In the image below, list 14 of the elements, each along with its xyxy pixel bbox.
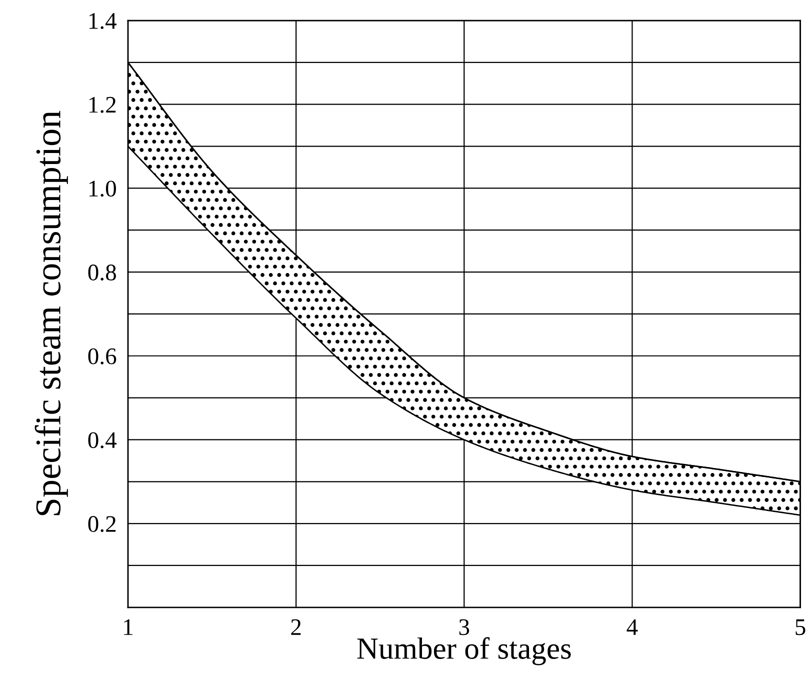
y-tick-label: 0.4 <box>88 432 116 448</box>
y-tick-label: 1.2 <box>89 96 116 113</box>
y-tick-label: 0.8 <box>88 264 116 281</box>
y-tick-label: 0.2 <box>88 516 116 532</box>
x-tick-label: 3 <box>459 619 470 636</box>
y-tick-label: 0.6 <box>88 348 116 364</box>
y-tick-label: 1.0 <box>89 180 116 197</box>
x-tick-label: 1 <box>124 619 132 635</box>
x-axis-title: Number of stages <box>357 637 571 666</box>
y-tick-label: 1.4 <box>89 13 116 30</box>
x-tick-label: 4 <box>626 619 638 635</box>
y-axis-title: Specific steam consumption <box>34 110 68 516</box>
x-tick-label: 2 <box>291 619 301 635</box>
x-tick-label: 5 <box>796 619 806 636</box>
